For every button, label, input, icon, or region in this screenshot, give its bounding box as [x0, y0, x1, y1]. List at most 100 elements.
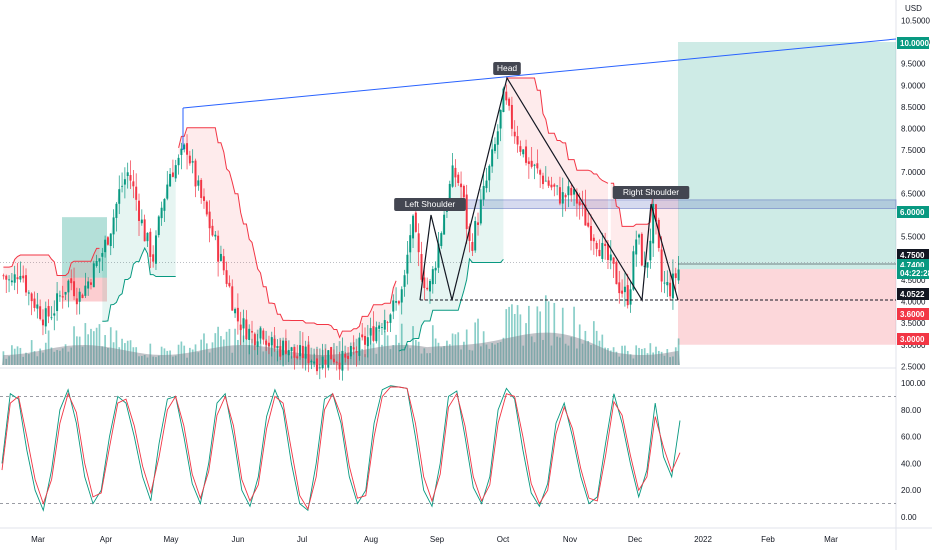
candle-body[interactable]	[194, 160, 197, 187]
candle-body[interactable]	[265, 340, 268, 345]
candle-body[interactable]	[171, 172, 174, 177]
candle-body[interactable]	[5, 275, 8, 280]
candle-body[interactable]	[2, 275, 5, 277]
candle-body[interactable]	[121, 185, 124, 187]
candle-body[interactable]	[457, 174, 460, 184]
candle-body[interactable]	[609, 254, 612, 261]
candle-body[interactable]	[378, 325, 381, 329]
candle-body[interactable]	[248, 328, 251, 340]
candle-body[interactable]	[174, 165, 177, 179]
candle-body[interactable]	[236, 307, 239, 322]
candle-body[interactable]	[123, 179, 126, 185]
candle-body[interactable]	[347, 355, 350, 359]
candle-body[interactable]	[417, 233, 420, 253]
candle-body[interactable]	[592, 237, 595, 242]
candle-body[interactable]	[242, 318, 245, 329]
candle-body[interactable]	[468, 226, 471, 241]
candle-body[interactable]	[208, 211, 211, 229]
candle-body[interactable]	[406, 254, 409, 274]
candle-body[interactable]	[177, 157, 180, 166]
candle-body[interactable]	[61, 296, 64, 298]
candle-body[interactable]	[395, 301, 398, 303]
candle-body[interactable]	[674, 273, 677, 279]
candle-body[interactable]	[335, 362, 338, 364]
candle-body[interactable]	[75, 298, 78, 305]
candle-body[interactable]	[598, 249, 601, 257]
candle-body[interactable]	[30, 293, 33, 302]
annotation-badge[interactable]	[612, 186, 690, 199]
candle-body[interactable]	[287, 349, 290, 356]
candle-body[interactable]	[621, 290, 624, 294]
candle-body[interactable]	[115, 203, 118, 218]
candle-body[interactable]	[666, 282, 669, 286]
candle-body[interactable]	[677, 269, 680, 281]
candle-body[interactable]	[508, 98, 511, 106]
candle-body[interactable]	[570, 188, 573, 196]
candle-body[interactable]	[279, 346, 282, 357]
candle-body[interactable]	[493, 144, 496, 151]
candle-body[interactable]	[652, 203, 655, 244]
candle-body[interactable]	[284, 340, 287, 354]
trend-line[interactable]	[182, 38, 897, 109]
candle-body[interactable]	[149, 231, 152, 257]
candle-body[interactable]	[496, 131, 499, 145]
candle-body[interactable]	[553, 184, 556, 187]
candle-body[interactable]	[200, 179, 203, 198]
candle-body[interactable]	[228, 282, 231, 287]
candle-body[interactable]	[44, 308, 47, 327]
head-shoulders-pattern[interactable]: Head Left Shoulder Right Shoulder	[182, 38, 897, 302]
candle-body[interactable]	[27, 292, 30, 294]
candle-body[interactable]	[601, 242, 604, 259]
candle-body[interactable]	[332, 358, 335, 363]
candle-body[interactable]	[222, 256, 225, 271]
candle-body[interactable]	[112, 217, 115, 235]
candle-body[interactable]	[327, 350, 330, 368]
candle-body[interactable]	[41, 319, 44, 326]
candle-body[interactable]	[169, 173, 172, 187]
candle-body[interactable]	[143, 219, 146, 242]
candle-body[interactable]	[106, 237, 109, 245]
candle-body[interactable]	[525, 146, 528, 163]
candle-body[interactable]	[465, 194, 468, 230]
candle-body[interactable]	[180, 148, 183, 155]
candle-body[interactable]	[293, 346, 296, 358]
candle-body[interactable]	[154, 235, 157, 264]
candle-body[interactable]	[67, 280, 70, 293]
candle-body[interactable]	[58, 295, 61, 297]
candle-body[interactable]	[547, 180, 550, 186]
candle-body[interactable]	[536, 163, 539, 169]
candle-body[interactable]	[581, 202, 584, 205]
candle-body[interactable]	[414, 212, 417, 232]
candle-body[interactable]	[663, 282, 666, 284]
candle-body[interactable]	[73, 281, 76, 297]
candle-body[interactable]	[251, 331, 254, 333]
candle-body[interactable]	[434, 267, 437, 271]
candle-body[interactable]	[310, 360, 313, 363]
candle-body[interactable]	[89, 282, 92, 285]
candle-body[interactable]	[612, 257, 615, 264]
candle-body[interactable]	[338, 362, 341, 370]
candle-body[interactable]	[669, 282, 672, 297]
candle-body[interactable]	[519, 146, 522, 152]
candle-body[interactable]	[491, 149, 494, 167]
candle-body[interactable]	[313, 361, 316, 364]
candle-body[interactable]	[575, 192, 578, 204]
candle-body[interactable]	[451, 165, 454, 187]
candle-body[interactable]	[318, 367, 321, 369]
candle-body[interactable]	[109, 233, 112, 247]
candle-body[interactable]	[420, 254, 423, 280]
candle-body[interactable]	[474, 221, 477, 251]
candle-body[interactable]	[225, 270, 228, 284]
candle-body[interactable]	[341, 350, 344, 371]
candle-body[interactable]	[392, 300, 395, 312]
candle-body[interactable]	[437, 243, 440, 268]
candle-body[interactable]	[423, 277, 426, 289]
candle-body[interactable]	[502, 88, 505, 112]
candle-body[interactable]	[479, 199, 482, 224]
candle-body[interactable]	[386, 322, 389, 324]
candle-body[interactable]	[646, 262, 649, 268]
candle-body[interactable]	[70, 278, 73, 284]
candle-body[interactable]	[197, 180, 200, 186]
candle-body[interactable]	[290, 347, 293, 352]
